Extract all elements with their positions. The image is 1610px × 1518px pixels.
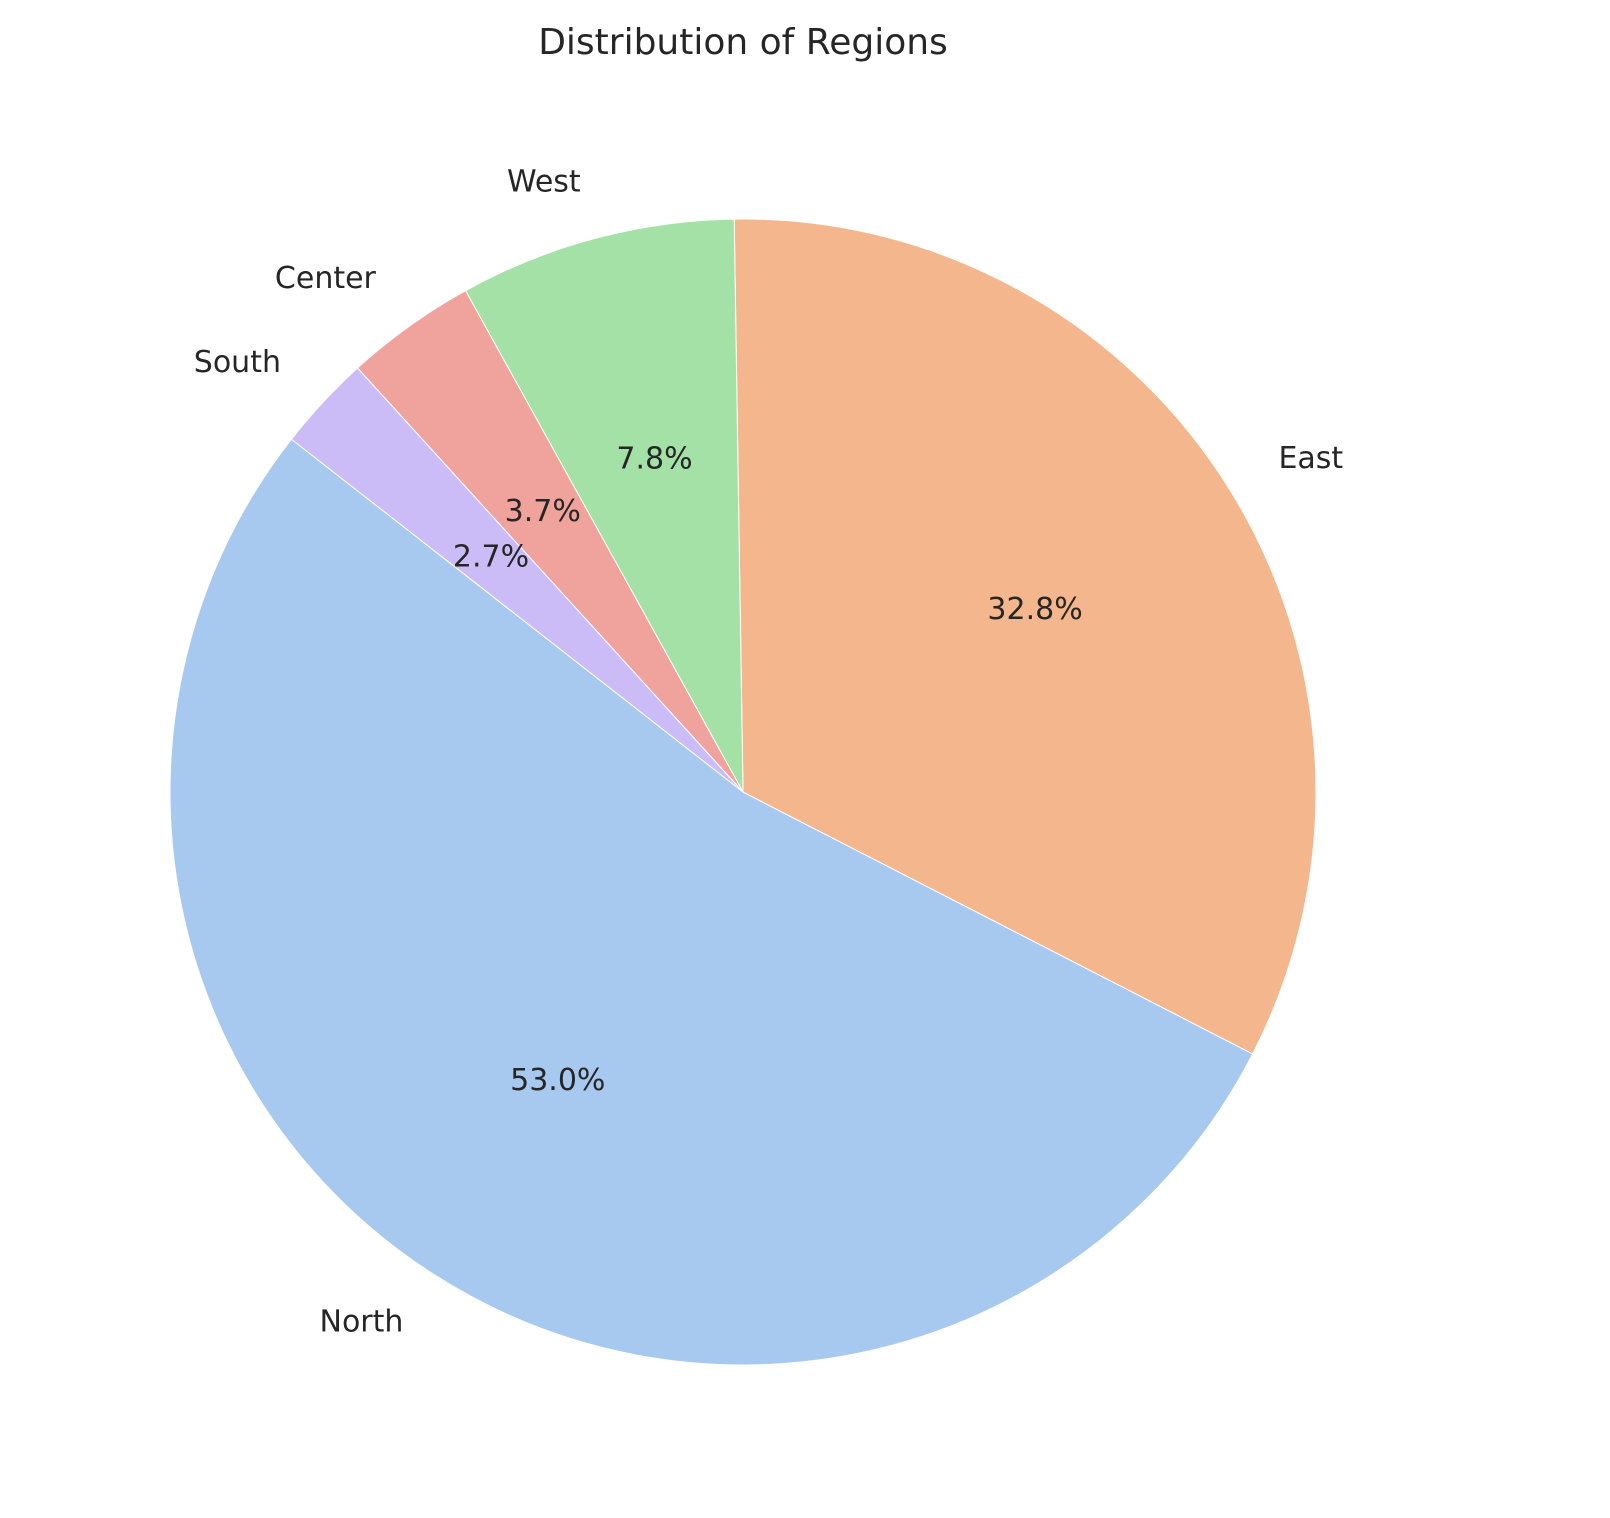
chart-title: Distribution of Regions bbox=[538, 22, 948, 63]
pie-slice-north bbox=[169, 438, 1254, 1366]
slice-label-center: Center bbox=[275, 261, 377, 296]
slice-label-north: North bbox=[320, 1304, 404, 1339]
pie-slice-south bbox=[290, 367, 744, 793]
pie-slice-east bbox=[733, 218, 1317, 1055]
pct-label-center: 3.7% bbox=[505, 494, 581, 529]
slice-label-east: East bbox=[1278, 441, 1343, 476]
pct-label-west: 7.8% bbox=[616, 441, 692, 476]
pct-label-north: 53.0% bbox=[510, 1063, 605, 1098]
pct-label-east: 32.8% bbox=[987, 592, 1082, 627]
pie-slices bbox=[169, 218, 1317, 1366]
slice-label-south: South bbox=[194, 345, 281, 380]
slice-label-west: West bbox=[507, 164, 581, 199]
pct-label-south: 2.7% bbox=[453, 540, 529, 575]
pie-slice-west bbox=[464, 218, 744, 793]
pie-labels: North 53.0% East 32.8% West 7.8% Center 3.7% Sou… bbox=[194, 164, 1344, 1339]
